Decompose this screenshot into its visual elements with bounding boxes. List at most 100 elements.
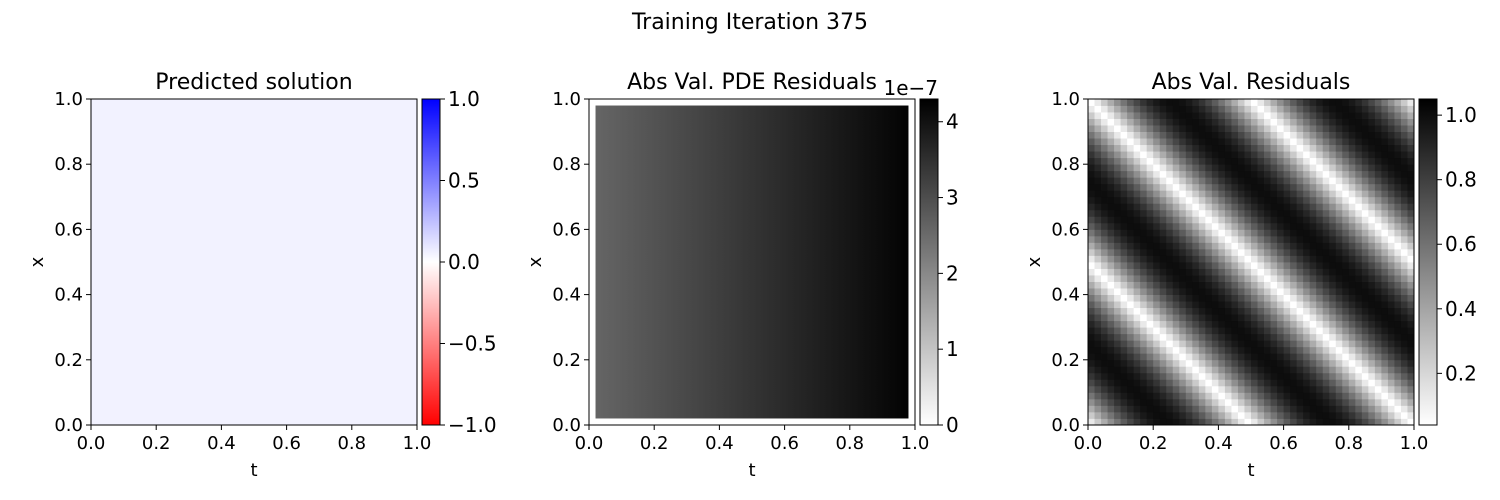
heatmap-cell	[1218, 157, 1226, 165]
heatmap-cell	[1407, 372, 1415, 380]
heatmap-cell	[1407, 385, 1415, 393]
heatmap-cell	[1342, 255, 1350, 263]
heatmap-cell	[1309, 235, 1317, 243]
heatmap-cell	[1264, 203, 1271, 211]
heatmap-cell	[1101, 222, 1108, 230]
heatmap-cell	[1316, 307, 1324, 315]
heatmap-cell	[1159, 118, 1167, 126]
heatmap-cell	[1394, 340, 1402, 348]
heatmap-cell	[1283, 262, 1291, 269]
heatmap-cell	[1264, 405, 1271, 413]
heatmap-cell	[1101, 177, 1108, 185]
heatmap-cell	[1264, 301, 1271, 309]
heatmap-cell	[1244, 144, 1252, 152]
heatmap-cell	[1224, 327, 1232, 335]
heatmap-cell	[1251, 262, 1258, 269]
heatmap-cell	[1394, 125, 1402, 132]
heatmap-cell	[1231, 411, 1239, 419]
heatmap-cell	[1224, 275, 1232, 282]
heatmap-cell	[1407, 327, 1415, 335]
heatmap-cell	[1094, 138, 1102, 146]
heatmap-cell	[1211, 190, 1219, 198]
heatmap-cell	[1329, 99, 1337, 106]
heatmap-cell	[1361, 372, 1369, 380]
heatmap-cell	[1387, 398, 1395, 406]
heatmap-cell	[1335, 340, 1343, 348]
heatmap-cell	[1088, 294, 1095, 302]
heatmap-cell	[1237, 157, 1245, 165]
heatmap-cell	[1185, 281, 1193, 289]
heatmap-cell	[1296, 268, 1304, 276]
heatmap-cell	[1407, 105, 1415, 113]
heatmap-cell	[1316, 366, 1324, 374]
heatmap-cell	[1140, 411, 1148, 419]
heatmap-cell	[1140, 320, 1148, 328]
heatmap-cell	[1374, 307, 1382, 315]
heatmap-cell	[1127, 255, 1135, 263]
heatmap-cell	[1127, 359, 1135, 367]
heatmap-cell	[1270, 359, 1278, 367]
heatmap-cell	[1257, 294, 1265, 302]
heatmap-cell	[1192, 151, 1200, 159]
heatmap-cell	[1146, 105, 1154, 113]
heatmap-cell	[1277, 294, 1284, 302]
heatmap-cell	[1244, 138, 1252, 146]
heatmap-cell	[1342, 118, 1350, 126]
heatmap-cell	[1172, 301, 1180, 309]
heatmap-cell	[1198, 359, 1206, 367]
heatmap-cell	[1153, 248, 1161, 256]
heatmap-cell	[1179, 255, 1187, 263]
heatmap-cell	[1185, 170, 1193, 178]
heatmap-cell	[1407, 320, 1415, 328]
heatmap-cell	[1231, 209, 1239, 217]
heatmap-cell	[1374, 366, 1382, 374]
colorbar-tick-label: 0.8	[1445, 168, 1477, 192]
heatmap-cell	[1107, 105, 1115, 113]
heatmap-cell	[1407, 144, 1415, 152]
heatmap-cell	[1120, 288, 1128, 295]
heatmap-cell	[1342, 346, 1350, 354]
heatmap-cell	[1244, 379, 1252, 387]
heatmap-cell	[1368, 359, 1376, 367]
heatmap-cell	[1146, 320, 1154, 328]
heatmap-cell	[1394, 288, 1402, 295]
heatmap-cell	[1296, 235, 1304, 243]
heatmap-cell	[1166, 262, 1174, 269]
heatmap-cell	[1140, 392, 1148, 400]
heatmap-cell	[1094, 235, 1102, 243]
heatmap-cell	[1368, 281, 1376, 289]
heatmap-cell	[1107, 255, 1115, 263]
heatmap-cell	[1114, 105, 1121, 113]
heatmap-cell	[1192, 372, 1200, 380]
heatmap-cell	[1290, 275, 1298, 282]
heatmap-cell	[1127, 405, 1135, 413]
heatmap-cell	[1224, 118, 1232, 126]
heatmap-cell	[1107, 314, 1115, 322]
heatmap-cell	[1407, 268, 1415, 276]
heatmap-cell	[1361, 314, 1369, 322]
heatmap-cell	[1361, 190, 1369, 198]
heatmap-cell	[1133, 353, 1141, 361]
heatmap-cell	[1114, 301, 1121, 309]
heatmap-cell	[1264, 196, 1271, 204]
heatmap-cell	[1270, 320, 1278, 328]
heatmap-cell	[1172, 151, 1180, 159]
heatmap-cell	[1133, 190, 1141, 198]
heatmap-cell	[1172, 379, 1180, 387]
heatmap-cell	[1179, 222, 1187, 230]
heatmap-cell	[1387, 183, 1395, 191]
heatmap-cell	[1361, 203, 1369, 211]
heatmap-cell	[1172, 275, 1180, 282]
heatmap-cell	[1166, 353, 1174, 361]
heatmap-cell	[1374, 229, 1382, 237]
heatmap-cell	[1218, 327, 1226, 335]
heatmap-cell	[1348, 235, 1356, 243]
heatmap-cell	[1198, 405, 1206, 413]
heatmap-cell	[1133, 164, 1141, 172]
heatmap-cell	[1290, 346, 1298, 354]
heatmap-cell	[1355, 288, 1363, 295]
heatmap-cell	[1133, 183, 1141, 191]
heatmap-cell	[1316, 222, 1324, 230]
heatmap-cell	[1335, 333, 1343, 341]
heatmap-cell	[1153, 118, 1161, 126]
